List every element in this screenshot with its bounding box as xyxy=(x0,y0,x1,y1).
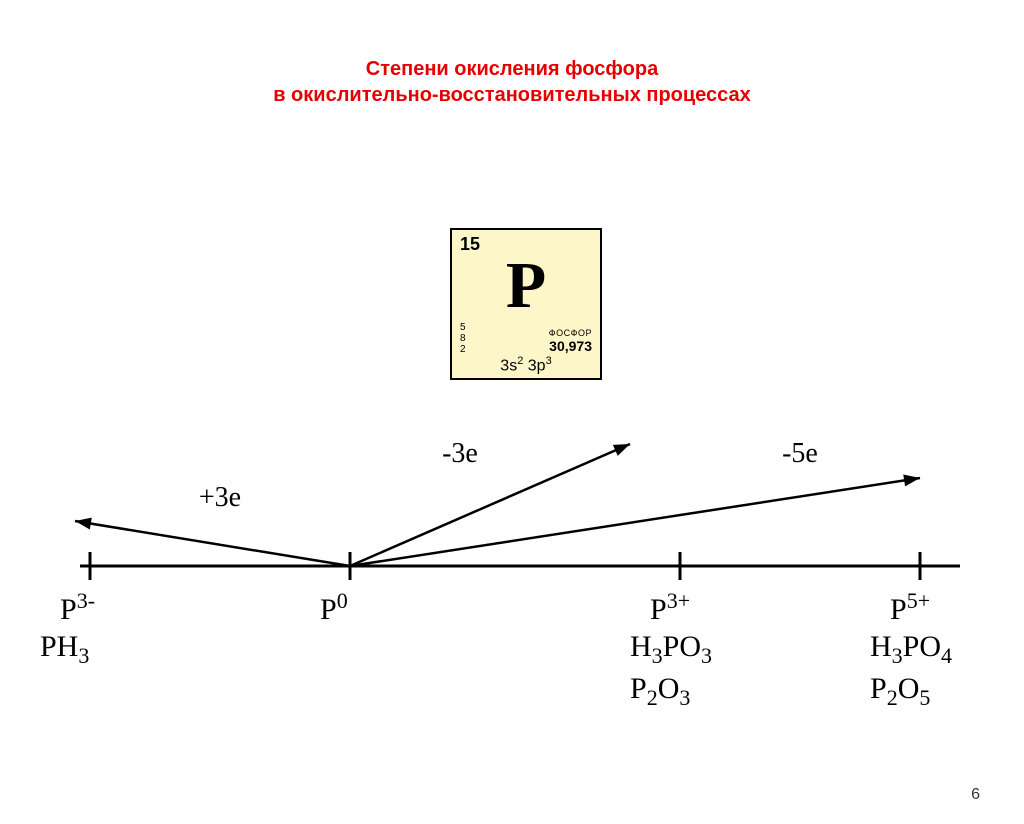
svg-text:-3e: -3e xyxy=(442,438,478,469)
svg-text:+3e: +3e xyxy=(199,482,241,513)
compound-label: PH3 xyxy=(40,630,89,669)
slide-number: 6 xyxy=(971,786,980,804)
element-name: ФОСФОР xyxy=(549,328,592,338)
electron-shells: 5 8 2 xyxy=(460,322,466,355)
electron-config: 3s2 3p3 xyxy=(452,355,600,375)
compound-label: H3PO4 xyxy=(870,630,952,669)
slide-title: Степени окисления фосфора в окислительно… xyxy=(0,56,1024,108)
element-mass: 30,973 xyxy=(549,338,592,354)
compound-label: P2O5 xyxy=(870,672,930,711)
oxidation-state-label: P3+ xyxy=(650,588,690,627)
compound-label: H3PO3 xyxy=(630,630,712,669)
title-line2: в окислительно-восстановительных процесс… xyxy=(273,84,751,106)
periodic-element-box: 15 P ФОСФОР 30,973 5 8 2 3s2 3p3 xyxy=(450,228,602,380)
oxidation-diagram: +3e -3e -5e xyxy=(0,416,1024,796)
element-symbol: P xyxy=(452,248,600,324)
oxidation-state-label: P3- xyxy=(60,588,95,627)
oxidation-state-label: P0 xyxy=(320,588,348,627)
labels-group: +3e -3e -5e xyxy=(199,438,818,513)
oxidation-state-label: P5+ xyxy=(890,588,930,627)
svg-text:-5e: -5e xyxy=(782,438,818,469)
number-line xyxy=(80,552,960,580)
title-line1: Степени окисления фосфора xyxy=(366,58,658,80)
compound-label: P2O3 xyxy=(630,672,690,711)
